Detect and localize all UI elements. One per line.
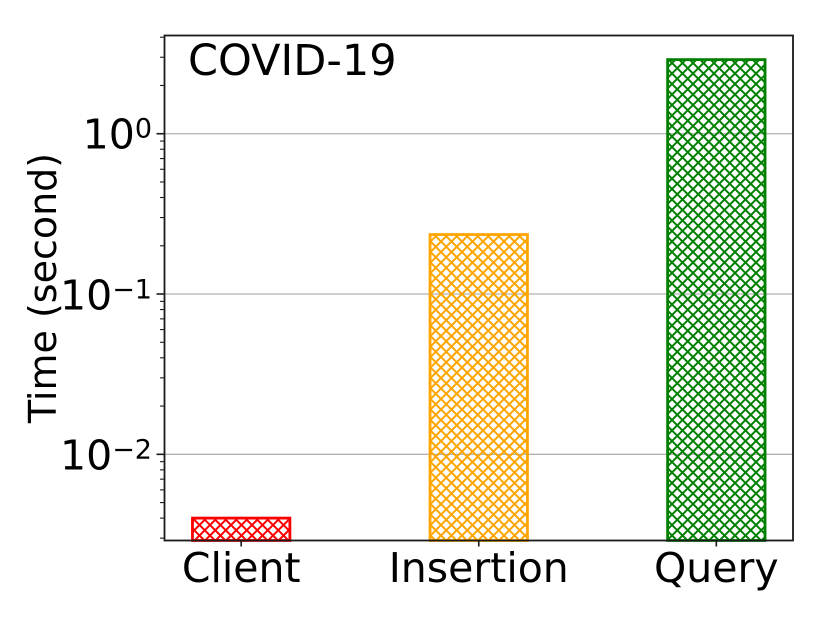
bar-query <box>666 58 767 542</box>
y-tick-label: 10−2 <box>60 431 152 480</box>
y-tick-label: 10−1 <box>60 271 152 320</box>
y-tick-label: 100 <box>82 110 152 159</box>
x-tick-label-client: Client <box>181 544 301 592</box>
bar-insertion <box>428 233 529 542</box>
y-axis-ticks <box>156 36 165 539</box>
x-tick-label-insertion: Insertion <box>388 544 569 592</box>
bar-client <box>191 516 292 542</box>
bars <box>191 58 767 542</box>
x-axis-ticks <box>240 540 718 547</box>
x-tick-label-query: Query <box>654 544 779 592</box>
chart-title: COVID-19 <box>188 36 397 86</box>
